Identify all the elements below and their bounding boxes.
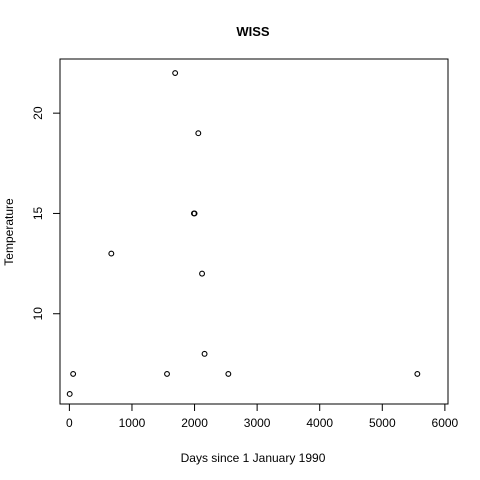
x-axis-label: Days since 1 January 1990 [181,451,326,465]
data-point [191,210,198,217]
x-tick-label: 5000 [369,416,396,430]
x-tick-label: 0 [66,416,73,430]
x-tick-label: 3000 [244,416,271,430]
data-point [66,391,73,397]
y-axis: 10 15 20 [31,106,61,321]
data-point [225,370,232,377]
data-points [66,70,421,397]
data-point [172,70,179,76]
x-tick-label: 2000 [181,416,208,430]
y-tick-label: 15 [31,206,45,220]
data-point [164,370,170,377]
chart-title: WISS [236,24,270,39]
data-point [195,130,202,137]
data-point [199,270,206,277]
x-tick-label: 6000 [432,416,459,430]
y-tick-label: 20 [31,106,45,120]
data-point [201,350,208,357]
data-point [70,370,77,377]
y-axis-label: Temperature [2,198,16,266]
x-tick-label: 4000 [306,416,333,430]
x-axis: 0 1000 2000 3000 4000 5000 6000 [66,403,459,430]
data-point [414,370,421,377]
x-tick-label: 1000 [119,416,146,430]
y-tick-label: 10 [31,307,45,321]
data-point [108,250,115,257]
